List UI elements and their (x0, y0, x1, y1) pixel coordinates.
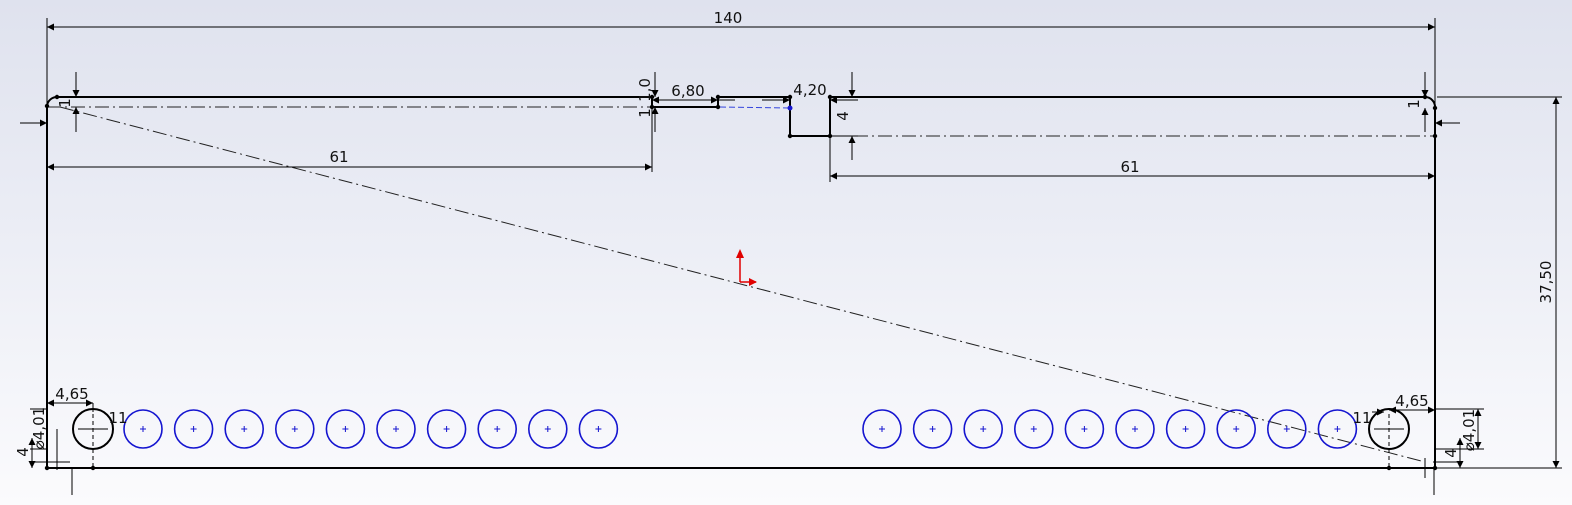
dim-right-hole-gap-text[interactable]: 11 (1352, 409, 1371, 427)
dim-overall-width[interactable]: 140 (46, 9, 1436, 108)
dim-notch-left-text[interactable]: 6,80 (671, 82, 704, 100)
dim-left-hole-x-text[interactable]: 4,65 (55, 385, 88, 403)
dim-right-slot-offset[interactable]: 1 (1405, 72, 1460, 132)
dim-left-hole-y-text[interactable]: 4 (14, 447, 32, 457)
dim-right-hole[interactable]: 4,65 ⌀4,01 4 11 (1352, 392, 1484, 495)
dim-left-hole-diameter-text[interactable]: ⌀4,01 (30, 407, 48, 449)
dim-left-hole[interactable]: 4,65 ⌀4,01 4 11 (14, 385, 128, 495)
dim-left-slot[interactable]: 61 (47, 107, 653, 172)
dim-right-slot[interactable]: 61 (829, 136, 1435, 182)
dim-notch-depth-text[interactable]: 4 (834, 111, 852, 121)
dim-right-slot-text[interactable]: 61 (1120, 158, 1139, 176)
centerline-diagonal[interactable] (59, 106, 1426, 463)
dim-notch-right-text[interactable]: 4,20 (793, 81, 826, 99)
left-row-hole[interactable] (123, 409, 163, 449)
dim-notch-offset-top-text[interactable]: 1,0 (636, 78, 654, 102)
dim-overall-height-text[interactable]: 37,50 (1537, 261, 1555, 304)
right-row-hole[interactable] (1165, 409, 1206, 449)
left-row-hole[interactable] (426, 409, 467, 449)
sketch-origin-icon (736, 249, 757, 286)
centerlines[interactable] (47, 106, 1435, 463)
left-row-hole[interactable] (274, 409, 315, 449)
dim-left-hole-gap-text[interactable]: 11 (108, 409, 127, 427)
right-row-hole[interactable] (1014, 409, 1054, 449)
dim-notch-left[interactable]: 6,80 (652, 82, 735, 104)
left-row-hole[interactable] (173, 409, 214, 449)
dim-right-hole-y-text[interactable]: 4 (1442, 448, 1460, 458)
right-row-hole[interactable] (912, 409, 953, 449)
dim-left-slot-offset[interactable]: 1 (20, 72, 80, 132)
dim-overall-height[interactable]: 37,50 (1437, 96, 1562, 469)
dim-right-hole-x-text[interactable]: 4,65 (1395, 392, 1428, 410)
left-row-hole[interactable] (325, 409, 366, 449)
dim-right-slot-offset-text[interactable]: 1 (1405, 99, 1423, 109)
right-row-hole[interactable] (1317, 409, 1358, 449)
dim-overall-width-text[interactable]: 140 (714, 9, 743, 27)
dim-notch-offsets[interactable]: 1,0 1 (636, 72, 659, 132)
top-right-corner-arc[interactable] (1424, 95, 1437, 109)
right-row-hole[interactable] (1064, 409, 1105, 449)
left-row-hole[interactable] (224, 409, 264, 449)
dim-left-slot-offset-text[interactable]: 1 (56, 98, 74, 108)
mounting-holes[interactable] (72, 408, 1410, 468)
dim-left-slot-text[interactable]: 61 (329, 148, 348, 166)
dim-notch-right[interactable]: 4,20 (762, 81, 858, 104)
right-row-hole[interactable] (963, 409, 1004, 449)
right-row-hole[interactable] (1267, 409, 1307, 449)
right-hole-row[interactable] (862, 409, 1358, 449)
left-hole-row[interactable] (123, 409, 619, 449)
left-row-hole[interactable] (527, 409, 568, 449)
part-outline[interactable] (46, 95, 1437, 469)
dim-notch-depth[interactable]: 4 (830, 72, 858, 160)
right-row-hole[interactable] (1115, 409, 1155, 449)
right-row-hole[interactable] (1216, 409, 1256, 449)
right-row-hole[interactable] (862, 409, 902, 449)
left-row-hole[interactable] (376, 409, 416, 449)
dim-right-hole-diameter-text[interactable]: ⌀4,01 (1460, 409, 1478, 451)
left-row-hole[interactable] (578, 409, 619, 449)
dim-notch-offset-bottom-text[interactable]: 1 (636, 108, 654, 118)
left-row-hole[interactable] (477, 409, 518, 449)
notch-construction-line[interactable] (719, 106, 791, 109)
